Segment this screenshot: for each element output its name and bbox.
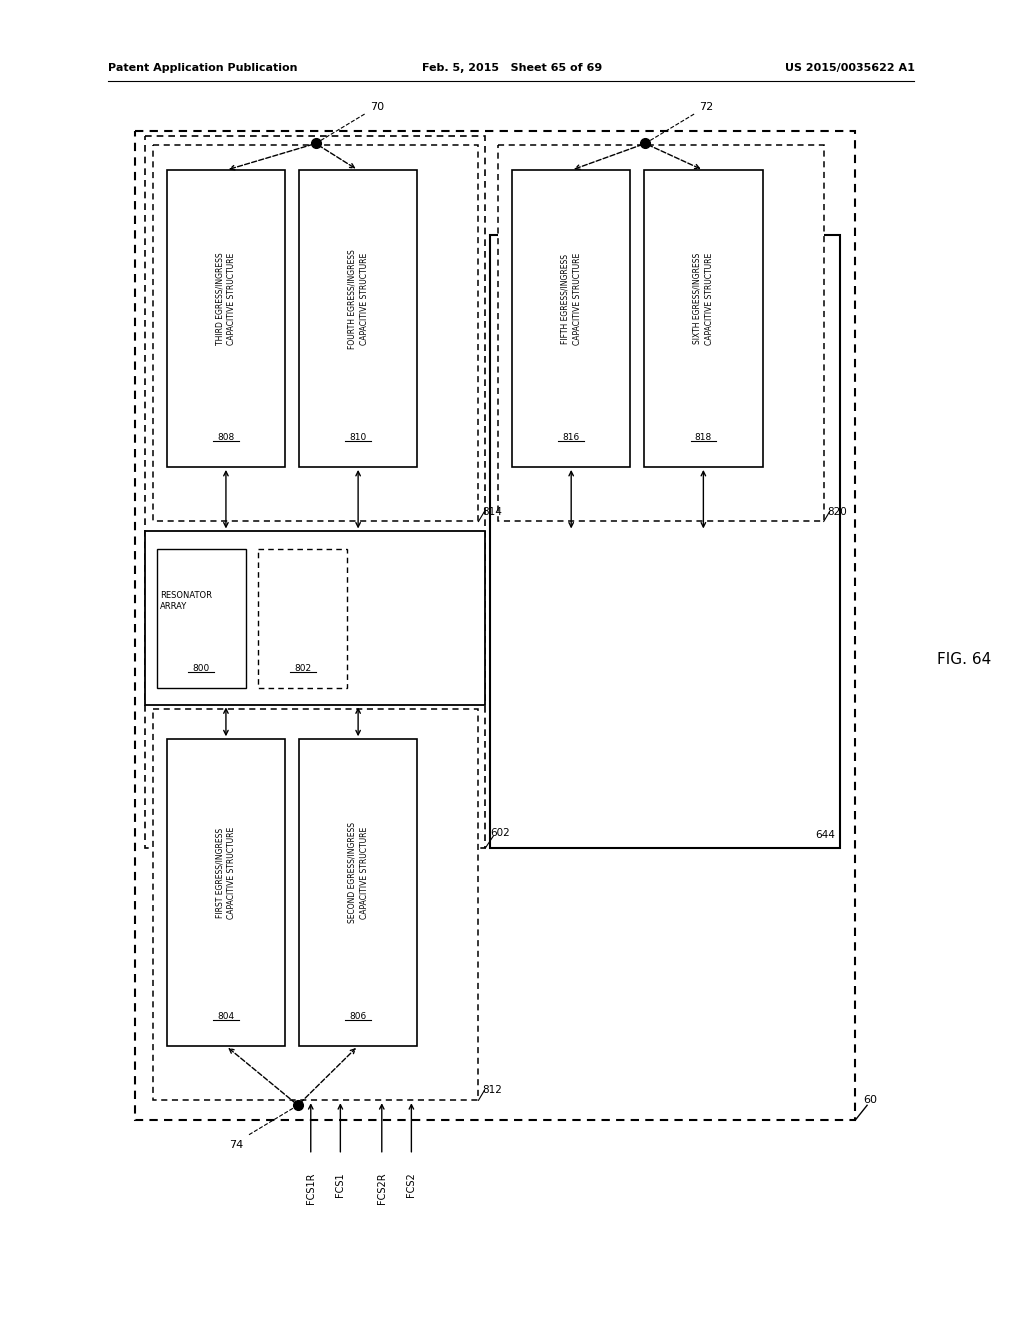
Text: SIXTH EGRESS/INGRESS
CAPACITIVE STRUCTURE: SIXTH EGRESS/INGRESS CAPACITIVE STRUCTUR…	[693, 252, 714, 345]
Text: 808: 808	[217, 433, 234, 442]
Bar	[299, 739, 418, 1045]
Bar	[258, 549, 347, 688]
Bar	[145, 532, 485, 705]
Bar	[157, 549, 246, 688]
Text: FCS1R: FCS1R	[306, 1172, 315, 1204]
Text: 820: 820	[827, 507, 848, 516]
Text: SECOND EGRESS/INGRESS
CAPACITIVE STRUCTURE: SECOND EGRESS/INGRESS CAPACITIVE STRUCTU…	[348, 822, 369, 923]
Text: FCS2: FCS2	[407, 1172, 417, 1197]
Text: Feb. 5, 2015   Sheet 65 of 69: Feb. 5, 2015 Sheet 65 of 69	[422, 63, 602, 74]
Text: 814: 814	[482, 507, 503, 516]
Bar	[490, 235, 841, 847]
Text: FOURTH EGRESS/INGRESS
CAPACITIVE STRUCTURE: FOURTH EGRESS/INGRESS CAPACITIVE STRUCTU…	[348, 249, 369, 348]
Text: 802: 802	[294, 664, 311, 673]
Text: 602: 602	[490, 828, 510, 838]
Text: 804: 804	[217, 1012, 234, 1022]
Text: 644: 644	[816, 830, 836, 840]
Text: 60: 60	[863, 1096, 878, 1105]
Text: 812: 812	[482, 1085, 503, 1096]
Bar	[644, 170, 763, 467]
Bar	[167, 739, 285, 1045]
Bar	[153, 145, 478, 521]
Text: 74: 74	[229, 1140, 244, 1150]
Text: FCS2R: FCS2R	[377, 1172, 387, 1204]
Text: US 2015/0035622 A1: US 2015/0035622 A1	[784, 63, 914, 74]
Text: 810: 810	[349, 433, 367, 442]
Text: RESONATOR
ARRAY: RESONATOR ARRAY	[160, 590, 212, 611]
Bar	[167, 170, 285, 467]
Text: 818: 818	[694, 433, 712, 442]
Text: 816: 816	[562, 433, 580, 442]
Text: FCS1: FCS1	[336, 1172, 345, 1197]
Text: FIFTH EGRESS/INGRESS
CAPACITIVE STRUCTURE: FIFTH EGRESS/INGRESS CAPACITIVE STRUCTUR…	[561, 252, 582, 345]
Text: 70: 70	[370, 102, 384, 112]
Bar	[512, 170, 631, 467]
Text: FIG. 64: FIG. 64	[937, 652, 991, 668]
Text: THIRD EGRESS/INGRESS
CAPACITIVE STRUCTURE: THIRD EGRESS/INGRESS CAPACITIVE STRUCTUR…	[215, 252, 237, 345]
Bar	[145, 136, 485, 847]
Text: 806: 806	[349, 1012, 367, 1022]
Bar	[153, 709, 478, 1101]
Text: 72: 72	[699, 102, 714, 112]
Text: 800: 800	[193, 664, 210, 673]
Text: FIRST EGRESS/INGRESS
CAPACITIVE STRUCTURE: FIRST EGRESS/INGRESS CAPACITIVE STRUCTUR…	[215, 826, 237, 919]
Bar	[135, 131, 855, 1121]
Bar	[499, 145, 823, 521]
Text: Patent Application Publication: Patent Application Publication	[108, 63, 297, 74]
Bar	[299, 170, 418, 467]
